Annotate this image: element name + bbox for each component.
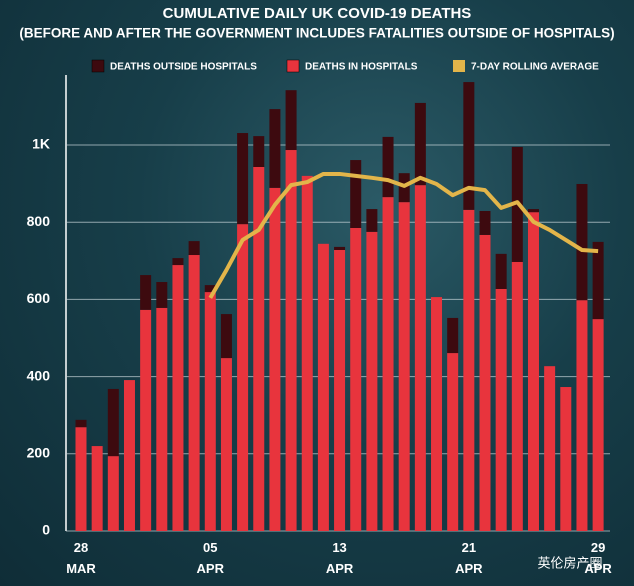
bar-segment bbox=[317, 243, 329, 532]
bar-segment bbox=[592, 241, 604, 320]
bar-segment bbox=[334, 249, 346, 531]
bar-segment bbox=[414, 102, 426, 186]
bar-segment bbox=[285, 150, 297, 531]
legend-label: DEATHS IN HOSPITALS bbox=[305, 62, 418, 73]
legend-label: DEATHS OUTSIDE HOSPITALS bbox=[110, 62, 257, 73]
bar-segment bbox=[431, 297, 443, 531]
bar-segment bbox=[527, 209, 539, 213]
bar-segment bbox=[285, 90, 297, 151]
chart-title: CUMULATIVE DAILY UK COVID-19 DEATHS bbox=[163, 5, 472, 22]
bar-segment bbox=[172, 265, 184, 531]
bar-segment bbox=[237, 224, 249, 531]
bar-segment bbox=[447, 317, 459, 354]
bar-segment bbox=[91, 446, 103, 531]
bar-segment bbox=[350, 160, 362, 228]
legend-swatch bbox=[286, 59, 300, 73]
bar-segment bbox=[447, 353, 459, 531]
bar-segment bbox=[479, 211, 491, 235]
bar-segment bbox=[253, 136, 265, 168]
legend-swatch bbox=[453, 60, 465, 72]
bar-segment bbox=[220, 358, 232, 531]
bar-segment bbox=[75, 419, 87, 428]
bar-segment bbox=[560, 387, 572, 531]
bar-segment bbox=[140, 275, 152, 310]
x-tick-label: 29 APR bbox=[584, 540, 612, 576]
bar-segment bbox=[463, 82, 475, 210]
bar-segment bbox=[237, 133, 249, 225]
bar-segment bbox=[220, 314, 232, 359]
bar-segment bbox=[107, 388, 119, 457]
bar-segment bbox=[382, 197, 394, 532]
bar-segment bbox=[544, 366, 556, 531]
bar-segment bbox=[592, 319, 604, 531]
bar-segment bbox=[366, 209, 378, 232]
bar-segment bbox=[172, 258, 184, 266]
bar-segment bbox=[123, 380, 135, 531]
bar-segment bbox=[576, 300, 588, 531]
y-tick-label: 400 bbox=[27, 367, 51, 383]
legend-swatch bbox=[91, 59, 105, 73]
bar-segment bbox=[188, 255, 200, 531]
x-tick-label: 13 APR bbox=[325, 540, 354, 576]
bar-segment bbox=[301, 175, 313, 531]
bar-segment bbox=[188, 241, 200, 256]
bar-segment bbox=[140, 309, 152, 531]
x-tick-label: 28 MAR bbox=[66, 540, 96, 576]
bar-segment bbox=[382, 136, 394, 198]
bar-segment bbox=[495, 253, 507, 289]
bar-segment bbox=[75, 427, 87, 531]
bar-segment bbox=[527, 212, 539, 531]
x-tick-label: 05 APR bbox=[196, 540, 224, 576]
bar-segment bbox=[479, 234, 491, 532]
legend-label: 7-DAY ROLLING AVERAGE bbox=[471, 62, 599, 73]
watermark: 英伦房产圈 bbox=[537, 555, 602, 570]
x-tick-label: 21 APR bbox=[455, 540, 483, 576]
y-tick-label: 200 bbox=[27, 445, 51, 461]
bar-segment bbox=[269, 187, 281, 531]
y-tick-label: 0 bbox=[42, 522, 50, 538]
y-tick-label: 1K bbox=[32, 136, 50, 152]
bar-segment bbox=[156, 282, 168, 308]
rolling-average-line bbox=[208, 171, 599, 299]
bar-segment bbox=[463, 209, 475, 531]
bar-segment bbox=[511, 261, 523, 531]
bar-segment bbox=[156, 307, 168, 531]
bar-segment bbox=[269, 109, 281, 188]
y-tick-label: 600 bbox=[27, 290, 51, 306]
bar-segment bbox=[204, 292, 216, 531]
bar-segment bbox=[576, 183, 588, 301]
bar-segment bbox=[495, 288, 507, 531]
bar-segment bbox=[366, 231, 378, 531]
y-tick-label: 800 bbox=[27, 213, 51, 229]
bar-segment bbox=[253, 167, 265, 531]
bar-segment bbox=[204, 285, 216, 293]
bar-segment bbox=[107, 456, 119, 531]
bar-segment bbox=[334, 246, 346, 250]
chart-subtitle: (BEFORE AND AFTER THE GOVERNMENT INCLUDE… bbox=[19, 26, 614, 41]
bar-segment bbox=[414, 185, 426, 532]
bar-segment bbox=[350, 227, 362, 532]
bar-segment bbox=[398, 202, 410, 532]
